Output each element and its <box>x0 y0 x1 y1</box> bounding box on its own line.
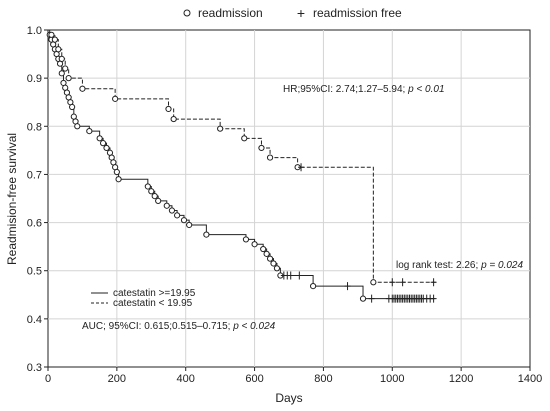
event-marker <box>144 183 151 190</box>
survival-step-line <box>48 29 438 283</box>
event-marker <box>148 188 155 195</box>
censor-legend-label: readmission free <box>313 6 402 20</box>
logrank-annotation: log rank test: 2.26; p = 0.024 <box>396 260 523 271</box>
event-marker <box>69 103 76 111</box>
censor-marker <box>389 278 396 287</box>
event-marker <box>48 31 55 38</box>
event-marker <box>186 221 193 229</box>
event-marker <box>112 95 119 102</box>
x-tick-label: 200 <box>108 373 126 385</box>
x-tick-label: 0 <box>45 373 51 385</box>
event-marker <box>168 207 176 214</box>
event-marker <box>155 197 162 205</box>
event-marker <box>217 125 224 132</box>
event-marker <box>115 176 122 183</box>
event-marker <box>203 231 210 238</box>
x-tick-label: 1200 <box>449 373 473 385</box>
event-marker <box>99 140 107 147</box>
y-tick-label: 0.4 <box>27 314 42 326</box>
series-low <box>48 29 438 287</box>
y-axis-ticks: 0.3 0.4 0.5 0.6 0.7 0.8 0.9 1.0 <box>27 25 48 374</box>
event-marker <box>258 144 265 152</box>
event-legend-marker <box>183 9 191 17</box>
event-marker <box>113 168 120 176</box>
series-high <box>46 29 437 303</box>
censor-marker <box>298 163 305 172</box>
censor-marker <box>430 294 437 303</box>
x-tick-label: 800 <box>314 373 332 385</box>
event-marker <box>51 36 58 43</box>
censor-marker <box>296 271 303 280</box>
event-marker <box>79 85 86 92</box>
event-marker <box>266 255 274 262</box>
event-marker <box>165 105 172 113</box>
x-axis-ticks: 0 200 400 600 800 1000 1200 1400 <box>45 367 542 385</box>
x-axis-title: Days <box>275 391 302 405</box>
event-marker <box>174 212 181 219</box>
event-marker <box>163 202 170 209</box>
y-tick-label: 0.8 <box>27 121 42 133</box>
event-marker <box>74 123 81 130</box>
censor-marker <box>368 294 375 303</box>
censor-marker <box>344 282 351 291</box>
event-marker <box>241 135 248 142</box>
hr-annotation: HR;95%CI: 2.74;1.27–5.94; p < 0.01 <box>283 84 445 95</box>
event-marker <box>263 250 270 257</box>
event-marker <box>180 217 188 224</box>
auc-annotation: AUC; 95%CI: 0.615;0.515–0.715; p < 0.024 <box>82 321 276 332</box>
event-marker <box>58 55 65 62</box>
event-marker <box>96 135 103 142</box>
event-marker <box>260 245 267 253</box>
censor-legend-marker: + <box>297 5 305 21</box>
event-marker <box>58 70 65 77</box>
censor-marker <box>399 278 406 287</box>
event-legend-label: readmission <box>198 6 263 20</box>
x-tick-label: 1000 <box>380 373 404 385</box>
x-tick-label: 1400 <box>518 373 542 385</box>
event-marker <box>65 75 72 82</box>
event-marker <box>242 236 250 243</box>
y-tick-label: 0.3 <box>27 362 42 374</box>
event-marker <box>370 279 377 286</box>
legend-label-low: catestatin < 19.95 <box>113 298 193 309</box>
event-marker <box>86 128 93 135</box>
plot-area <box>47 29 531 368</box>
y-axis-title: Readmision-free survival <box>5 133 19 265</box>
event-marker <box>170 115 177 123</box>
event-marker <box>251 241 258 248</box>
event-marker <box>103 144 110 152</box>
series-legend: catestatin >=19.95 catestatin < 19.95 <box>91 288 196 309</box>
y-tick-label: 0.6 <box>27 218 42 230</box>
event-marker <box>310 283 317 290</box>
y-tick-label: 0.7 <box>27 169 42 181</box>
event-marker <box>273 265 281 272</box>
x-tick-label: 400 <box>177 373 195 385</box>
gridlines <box>48 30 530 367</box>
y-tick-label: 0.9 <box>27 73 42 85</box>
censor-marker <box>430 278 437 287</box>
event-marker <box>62 65 69 72</box>
event-marker <box>359 295 367 302</box>
x-tick-label: 600 <box>245 373 263 385</box>
event-marker <box>270 260 277 267</box>
censor-marker <box>287 271 294 280</box>
marker-legend: readmission + readmission free <box>183 5 402 21</box>
event-marker <box>266 154 274 161</box>
event-marker <box>151 192 158 200</box>
y-tick-label: 0.5 <box>27 266 42 278</box>
legend-label-high: catestatin >=19.95 <box>113 288 196 299</box>
event-marker <box>55 46 62 53</box>
survival-curves <box>46 29 438 303</box>
y-tick-label: 1.0 <box>27 25 42 37</box>
